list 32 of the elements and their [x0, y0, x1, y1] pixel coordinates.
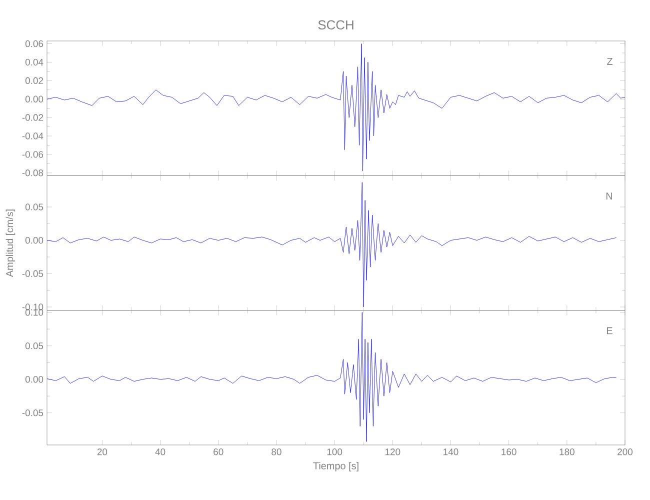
x-axis-title: Tiempo [s] [313, 462, 358, 472]
y-tick-label: -0.05 [22, 270, 44, 278]
y-tick-label: 0.02 [25, 77, 44, 84]
y-tick-label: -0.06 [22, 151, 44, 158]
y-tick-label: 0.00 [25, 236, 44, 244]
x-tick-label: 20 [97, 448, 108, 456]
y-tick-label: -0.08 [22, 170, 44, 176]
text: N [606, 192, 612, 200]
chart-title: SCCH [318, 20, 354, 30]
y-tick-label: 0.06 [25, 40, 44, 48]
x-tick-label: 160 [502, 448, 516, 456]
text: Z [607, 58, 613, 65]
x-tick-label: 100 [327, 448, 342, 456]
line-series [46, 44, 626, 172]
y-tick-label: 0.05 [25, 204, 44, 210]
x-tick-label: 200 [618, 448, 633, 456]
y-tick-label: -0.02 [22, 114, 44, 121]
x-tick-label: 40 [155, 448, 166, 456]
x-tick-label: 120 [385, 448, 400, 456]
y-tick-label: 0.00 [25, 96, 44, 102]
text: E [606, 327, 612, 334]
y-axis-title: Amplitud [cm/s] [6, 210, 16, 278]
y-tick-label: -0.05 [22, 409, 44, 416]
y-tick-label: 0.05 [25, 342, 44, 350]
x-tick-label: 80 [272, 448, 282, 456]
x-tick-label: 140 [444, 448, 458, 456]
x-tick-label: 180 [560, 448, 574, 456]
y-tick-label: -0.04 [22, 132, 44, 140]
y-tick-label: 0.04 [25, 58, 44, 66]
y-tick-label: 0.00 [25, 376, 44, 383]
y-tick-label: -0.10 [22, 304, 44, 310]
x-tick-label: 60 [214, 448, 224, 456]
